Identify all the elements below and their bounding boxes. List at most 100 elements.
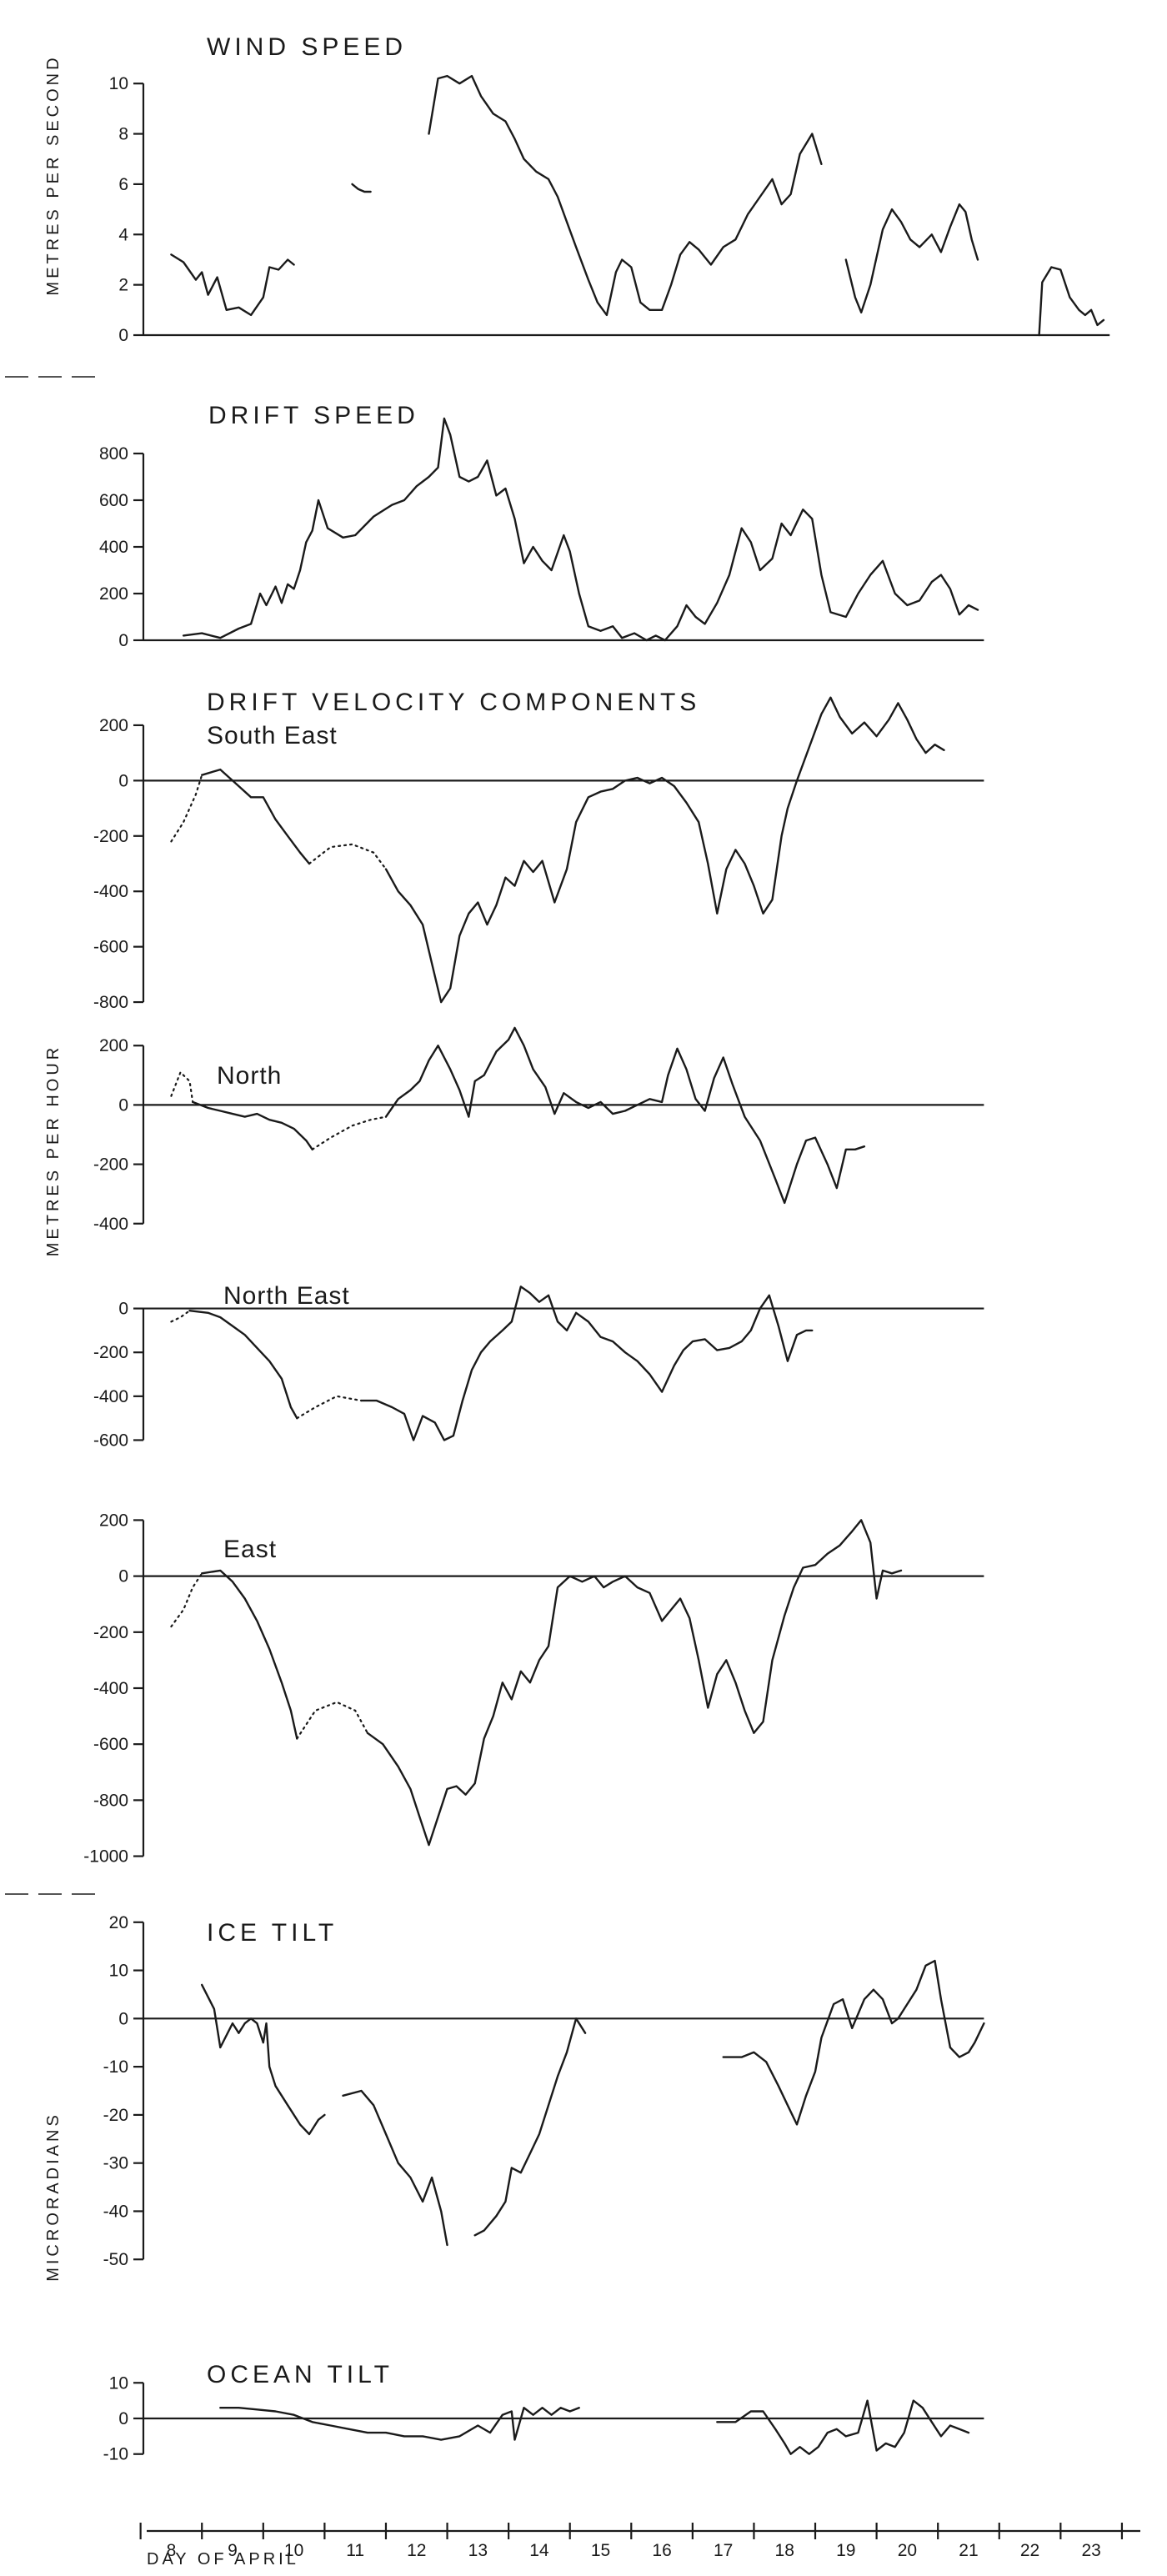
x-tick-label: 13 (468, 2541, 488, 2560)
x-tick-label: 11 (346, 2541, 364, 2560)
wind-series-segment-2 (428, 74, 823, 317)
ice-ytick-label: -20 (103, 2106, 128, 2125)
ne-ytick-label: -200 (93, 1343, 128, 1362)
e-ytick-label: -200 (93, 1623, 128, 1642)
ice-series-segment-3 (722, 1959, 985, 2126)
x-tick-label: 22 (1020, 2541, 1039, 2560)
drift-ytick-label: 200 (99, 584, 128, 604)
e-panel: -1000 -800 -600 -400 -200 0 200 (83, 1511, 984, 1867)
se-series-segment-1 (384, 696, 945, 1004)
ice-ytick-label: 20 (109, 1913, 128, 1932)
x-tick-label: 21 (959, 2541, 978, 2560)
ice-panel: -50 -40 -30 -20 -10 0 10 20 (103, 1913, 985, 2269)
ne-series-segment-0 (188, 1310, 298, 1420)
drift-velocity-components-title: DRIFT VELOCITY COMPONENTS (207, 689, 700, 716)
drift-series-segment-0 (182, 417, 979, 642)
wind-series-segment-0 (170, 253, 295, 317)
se-ytick-label: -400 (93, 882, 128, 901)
ocean-ytick-label: 10 (109, 2373, 128, 2393)
wind-speed-title: WIND SPEED (207, 33, 407, 61)
se-dotted-segment-1 (308, 843, 388, 870)
north-subtitle: North (217, 1062, 282, 1090)
x-tick-label: 9 (228, 2541, 238, 2560)
drift-ytick-label: 800 (99, 444, 128, 464)
se-dotted-segment-0 (170, 774, 203, 843)
ocean-panel: -10 0 10 (103, 2373, 984, 2464)
x-tick-label: 14 (529, 2541, 549, 2560)
n-panel: -400 -200 0 200 (93, 1026, 984, 1234)
e-ytick-label: -400 (93, 1679, 128, 1698)
south-east-subtitle: South East (207, 722, 338, 749)
se-ytick-label: 200 (99, 716, 128, 735)
x-tick-label: 16 (652, 2541, 671, 2560)
wind-ylabel: METRES PER SECOND (44, 54, 63, 295)
ocean-ytick-label: -10 (103, 2445, 128, 2464)
ocean-series-segment-0 (219, 2407, 580, 2441)
ice-ytick-label: 10 (109, 1962, 128, 1981)
e-ytick-label: 200 (99, 1511, 128, 1530)
ocean-series-segment-1 (716, 2399, 970, 2455)
ice-ytick-label: -30 (103, 2154, 128, 2173)
x-tick-label: 18 (775, 2541, 794, 2560)
x-tick-label: 19 (836, 2541, 855, 2560)
drift-ytick-label: 0 (118, 631, 128, 650)
se-series-segment-0 (201, 768, 311, 865)
wind-ytick-label: 0 (118, 326, 128, 345)
e-ytick-label: -1000 (83, 1847, 128, 1867)
ice-ytick-label: -10 (103, 2057, 128, 2077)
e-series-segment-0 (201, 1569, 298, 1740)
ice-series-segment-1 (342, 2089, 448, 2247)
drift-panel: 0 200 400 600 800 (99, 417, 984, 650)
ne-ytick-label: -400 (93, 1387, 128, 1406)
x-tick-label: 20 (898, 2541, 917, 2560)
ice-tilt-ylabel: MICRORADIANS (44, 2112, 63, 2282)
drift-speed-title: DRIFT SPEED (208, 402, 419, 429)
e-dotted-segment-0 (170, 1572, 203, 1628)
wind-ytick-label: 6 (118, 175, 128, 194)
ne-panel: -600 -400 -200 0 (93, 1285, 984, 1450)
e-series-segment-1 (366, 1519, 903, 1847)
e-dotted-segment-1 (296, 1701, 368, 1740)
ocean-ytick-label: 0 (118, 2409, 128, 2428)
wind-ytick-label: 4 (118, 225, 128, 244)
wind-series-segment-4 (1038, 266, 1105, 337)
n-ytick-label: -400 (93, 1215, 128, 1234)
wind-ytick-label: 2 (118, 276, 128, 295)
se-ytick-label: 0 (118, 771, 128, 790)
n-ytick-label: 200 (99, 1036, 128, 1055)
x-tick-label: 15 (591, 2541, 610, 2560)
se-ytick-label: -200 (93, 827, 128, 846)
wind-ytick-label: 8 (118, 125, 128, 144)
x-tick-label: 8 (167, 2541, 177, 2560)
ne-series-segment-1 (360, 1285, 814, 1441)
x-tick-label: 17 (714, 2541, 733, 2560)
drift-ytick-label: 400 (99, 538, 128, 557)
chart-panels: 02468100200400600800-800-600-400-2000200… (83, 74, 1110, 2464)
ice-ytick-label: -50 (103, 2250, 128, 2269)
x-axis: 8 9 10 11 12 13 14 15 16 17 18 19 20 21 22 23 (139, 2523, 1140, 2560)
ice-series-segment-0 (201, 1983, 326, 2136)
se-panel: -800 -600 -400 -200 0 200 (93, 696, 984, 1012)
ice-ytick-label: -40 (103, 2202, 128, 2221)
x-tick-label: 23 (1081, 2541, 1100, 2560)
wind-series-segment-3 (844, 203, 979, 313)
se-ytick-label: -600 (93, 938, 128, 957)
n-ytick-label: 0 (118, 1095, 128, 1115)
x-axis-label: DAY OF APRIL (147, 2550, 299, 2568)
se-ytick-label: -800 (93, 993, 128, 1012)
n-series-segment-0 (192, 1100, 313, 1150)
wind-ytick-label: 10 (109, 74, 128, 93)
east-subtitle: East (223, 1536, 277, 1563)
e-ytick-label: -600 (93, 1735, 128, 1754)
wind-panel: 0 2 4 6 8 10 (109, 74, 1110, 345)
wind-series-segment-1 (351, 183, 372, 193)
drift-ytick-label: 600 (99, 491, 128, 510)
ice-series-segment-2 (473, 2017, 587, 2237)
panel-separators (5, 376, 95, 1895)
ice-tilt-title: ICE TILT (207, 1919, 338, 1947)
ne-dotted-segment-1 (296, 1395, 363, 1420)
e-ytick-label: 0 (118, 1567, 128, 1586)
n-dotted-segment-1 (311, 1115, 388, 1150)
n-dotted-segment-0 (170, 1070, 194, 1103)
e-ytick-label: -800 (93, 1791, 128, 1810)
